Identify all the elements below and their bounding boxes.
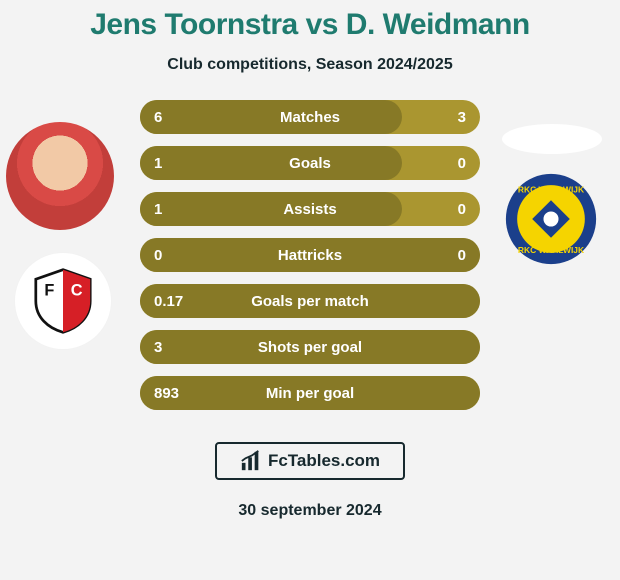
stat-right-value: 3 <box>458 109 466 126</box>
stat-label: Goals per match <box>251 293 369 310</box>
stat-left-value: 0 <box>154 247 162 264</box>
stat-row: 0.17 Goals per match <box>140 284 480 318</box>
stat-row-fill <box>140 192 402 226</box>
player2-photo-placeholder <box>502 124 602 154</box>
svg-text:RKC WAALWIJK: RKC WAALWIJK <box>518 245 585 255</box>
date: 30 september 2024 <box>238 502 381 520</box>
stat-label: Matches <box>280 109 340 126</box>
player1-photo <box>6 122 114 230</box>
svg-text:RKC WAALWIJK: RKC WAALWIJK <box>518 185 585 195</box>
stat-label: Min per goal <box>266 385 354 402</box>
stat-label: Goals <box>289 155 331 172</box>
subtitle: Club competitions, Season 2024/2025 <box>0 56 620 74</box>
vs-text: vs <box>306 8 338 41</box>
svg-text:F: F <box>44 282 54 300</box>
stat-left-value: 893 <box>154 385 179 402</box>
player2-name: D. Weidmann <box>346 8 530 41</box>
chart-icon <box>240 450 262 472</box>
player2-club-badge: RKC WAALWIJK RKC WAALWIJK <box>504 172 598 266</box>
stat-right-value: 0 <box>458 247 466 264</box>
stat-label: Hattricks <box>278 247 342 264</box>
stat-row: 1 Goals 0 <box>140 146 480 180</box>
stat-left-value: 6 <box>154 109 162 126</box>
comparison-card: Jens Toornstra vs D. Weidmann Club compe… <box>0 0 620 580</box>
stat-row: 3 Shots per goal <box>140 330 480 364</box>
stat-row-fill <box>140 146 402 180</box>
stat-left-value: 1 <box>154 155 162 172</box>
stat-row: 1 Assists 0 <box>140 192 480 226</box>
stat-label: Assists <box>283 201 336 218</box>
stat-row: 0 Hattricks 0 <box>140 238 480 272</box>
svg-text:C: C <box>71 282 83 300</box>
player1-club-badge: F C <box>14 252 112 350</box>
stat-right-value: 0 <box>458 155 466 172</box>
logo-text: FcTables.com <box>268 451 380 471</box>
player1-name: Jens Toornstra <box>90 8 298 41</box>
fctables-logo: FcTables.com <box>215 442 405 480</box>
stat-right-value: 0 <box>458 201 466 218</box>
fc-utrecht-icon: F C <box>29 267 97 335</box>
stat-left-value: 3 <box>154 339 162 356</box>
stat-left-value: 1 <box>154 201 162 218</box>
rkc-waalwijk-icon: RKC WAALWIJK RKC WAALWIJK <box>504 172 598 266</box>
stat-row-fill <box>140 100 402 134</box>
player-face-placeholder <box>6 122 114 230</box>
page-title: Jens Toornstra vs D. Weidmann <box>0 0 620 42</box>
stat-row: 893 Min per goal <box>140 376 480 410</box>
stat-left-value: 0.17 <box>154 293 183 310</box>
stat-row: 6 Matches 3 <box>140 100 480 134</box>
stat-label: Shots per goal <box>258 339 362 356</box>
